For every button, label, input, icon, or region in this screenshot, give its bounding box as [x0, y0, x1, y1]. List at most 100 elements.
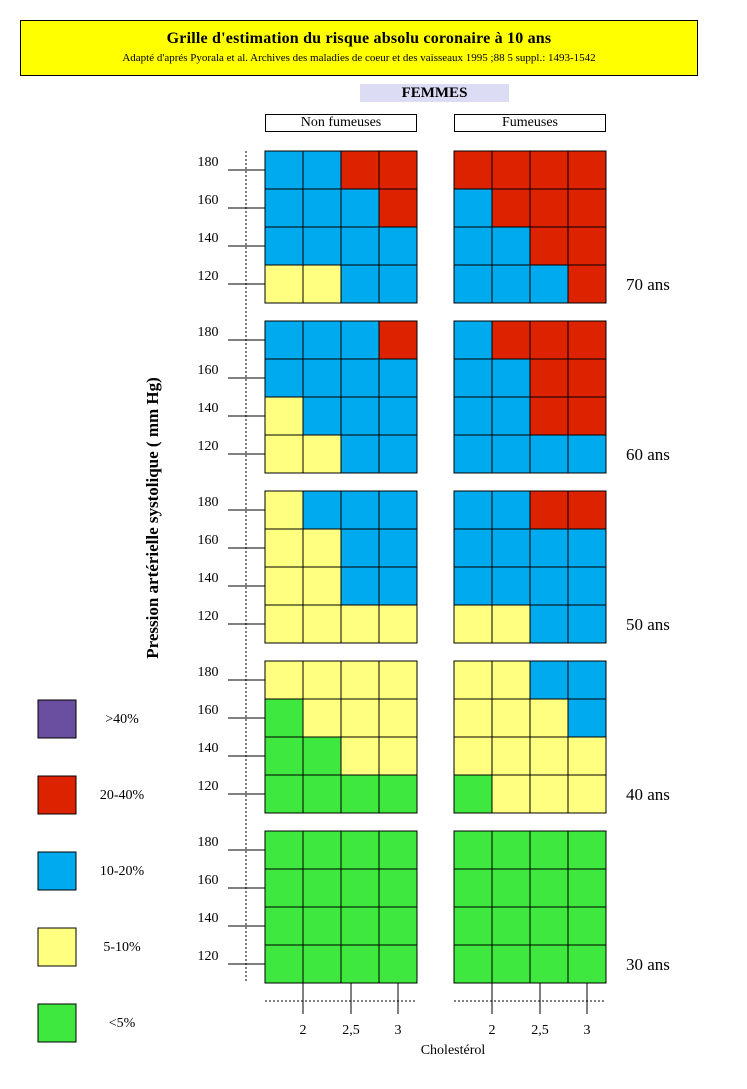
risk-cell — [529, 358, 569, 398]
risk-cell — [378, 774, 418, 814]
risk-cell — [567, 358, 607, 398]
title-banner: Grille d'estimation du risque absolu cor… — [20, 20, 698, 76]
y-tick-label: 160 — [198, 533, 219, 548]
risk-cell — [453, 528, 493, 568]
y-tick-label: 120 — [198, 439, 219, 454]
risk-cell — [491, 736, 531, 776]
risk-cell — [453, 906, 493, 946]
risk-cell — [491, 604, 531, 644]
y-tick-label: 140 — [198, 401, 219, 416]
risk-cell — [529, 906, 569, 946]
risk-cell — [529, 698, 569, 738]
risk-cell — [567, 698, 607, 738]
risk-cell — [567, 150, 607, 190]
legend-label: 20-40% — [100, 788, 145, 803]
risk-cell — [453, 566, 493, 606]
risk-cell — [453, 434, 493, 474]
risk-cell — [378, 906, 418, 946]
risk-cell — [491, 944, 531, 984]
risk-cell — [378, 358, 418, 398]
risk-cell — [453, 320, 493, 360]
risk-cell — [340, 830, 380, 870]
risk-cell — [302, 944, 342, 984]
risk-cell — [567, 490, 607, 530]
y-tick-label: 140 — [198, 231, 219, 246]
risk-cell — [302, 528, 342, 568]
risk-cell — [340, 566, 380, 606]
risk-cell — [529, 604, 569, 644]
risk-cell — [302, 188, 342, 228]
risk-cell — [491, 698, 531, 738]
risk-cell — [453, 774, 493, 814]
risk-cell — [340, 944, 380, 984]
chart-subtitle: Adapté d'aprés Pyorala et al. Archives d… — [122, 52, 596, 64]
risk-cell — [264, 566, 304, 606]
risk-cell — [302, 150, 342, 190]
risk-cell — [453, 830, 493, 870]
risk-cell — [302, 774, 342, 814]
risk-cell — [529, 528, 569, 568]
risk-cell — [378, 434, 418, 474]
legend-swatch — [37, 1003, 77, 1043]
legend-swatch — [37, 927, 77, 967]
x-tick-label: 2 — [300, 1023, 307, 1038]
risk-cell — [340, 434, 380, 474]
y-tick-label: 140 — [198, 911, 219, 926]
age-label: 40 ans — [626, 785, 670, 804]
risk-cell — [378, 150, 418, 190]
risk-cell — [529, 868, 569, 908]
risk-cell — [491, 868, 531, 908]
risk-cell — [453, 698, 493, 738]
age-label: 30 ans — [626, 955, 670, 974]
y-tick-label: 160 — [198, 193, 219, 208]
risk-cell — [378, 566, 418, 606]
risk-cell — [340, 660, 380, 700]
risk-cell — [529, 830, 569, 870]
risk-cell — [340, 528, 380, 568]
risk-cell — [340, 698, 380, 738]
risk-cell — [529, 660, 569, 700]
risk-cell — [491, 528, 531, 568]
risk-cell — [529, 320, 569, 360]
legend-label: <5% — [109, 1016, 136, 1031]
age-label: 50 ans — [626, 615, 670, 634]
legend-label: 10-20% — [100, 864, 145, 879]
risk-cell — [567, 566, 607, 606]
risk-cell — [264, 868, 304, 908]
risk-cell — [491, 774, 531, 814]
risk-cell — [302, 320, 342, 360]
y-tick-label: 120 — [198, 269, 219, 284]
risk-cell — [340, 868, 380, 908]
section-label: FEMMES — [360, 84, 509, 102]
risk-cell — [340, 736, 380, 776]
risk-cell — [340, 226, 380, 266]
risk-cell — [264, 358, 304, 398]
risk-cell — [491, 226, 531, 266]
risk-cell — [302, 396, 342, 436]
risk-cell — [491, 358, 531, 398]
x-tick-label: 3 — [395, 1023, 402, 1038]
risk-cell — [567, 528, 607, 568]
risk-cell — [264, 736, 304, 776]
x-tick-label: 2,5 — [342, 1023, 360, 1038]
risk-cell — [453, 660, 493, 700]
risk-cell — [529, 188, 569, 228]
risk-cell — [567, 264, 607, 304]
risk-cell — [567, 736, 607, 776]
risk-cell — [567, 434, 607, 474]
risk-cell — [453, 226, 493, 266]
risk-cell — [567, 604, 607, 644]
risk-cell — [567, 830, 607, 870]
x-tick-label: 2 — [489, 1023, 496, 1038]
risk-cell — [378, 320, 418, 360]
risk-cell — [340, 490, 380, 530]
risk-cell — [264, 264, 304, 304]
risk-cell — [264, 396, 304, 436]
x-tick-label: 3 — [584, 1023, 591, 1038]
risk-cell — [567, 660, 607, 700]
risk-cell — [491, 396, 531, 436]
age-label: 70 ans — [626, 275, 670, 294]
risk-cell — [302, 566, 342, 606]
y-tick-label: 120 — [198, 779, 219, 794]
risk-cell — [529, 944, 569, 984]
